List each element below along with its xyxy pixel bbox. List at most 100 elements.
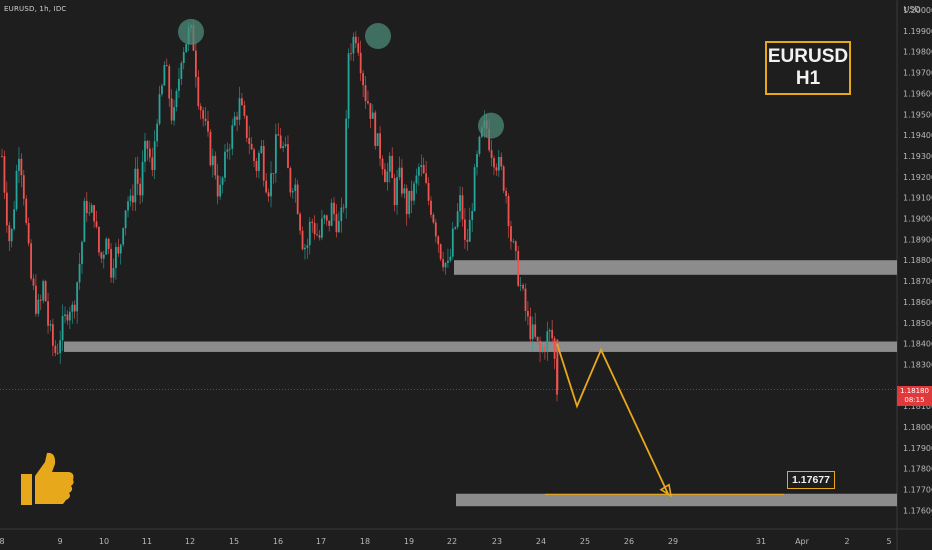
candle-body [39,299,42,301]
zone-band [454,260,897,275]
candle-body [224,151,226,178]
candlesticks [1,20,559,402]
price-tick-label: 1.18600 [903,298,932,307]
candle-body [272,173,275,175]
target-price-label: 1.17677 [787,471,835,489]
candle-body [98,226,100,253]
candle-body [175,90,178,108]
candle-body [342,207,345,209]
candle-body [257,152,260,171]
candle-body [51,324,54,346]
candle-body [524,288,527,312]
candle-body [211,155,214,166]
candle-body [37,299,40,314]
candle-body [95,221,98,227]
countdown-timer: 08:15 [904,396,925,404]
symbol-label: EURUSD, 1h, IDC [4,5,67,13]
candle-body [408,190,411,215]
candle-body [321,218,323,238]
candle-body [306,245,309,248]
candle-body [158,94,161,124]
price-axis-currency: USD [903,5,920,14]
candle-body [551,329,554,339]
candle-body [461,195,464,220]
candle-body [221,177,224,185]
zone-band [456,493,897,507]
candle-body [100,252,103,259]
candle-body [531,324,534,340]
candle-body [384,169,386,183]
price-tick-label: 1.18000 [903,423,932,432]
candle-body [20,158,23,176]
candle-body [173,107,175,121]
candle-body [340,207,343,222]
candle-body [466,239,469,242]
candle-body [371,112,374,119]
candle-body [381,158,384,170]
time-tick-label: 29 [668,537,678,546]
price-tick-label: 1.19700 [903,69,932,78]
candle-body [347,53,350,119]
candle-body [78,263,81,283]
price-tick-label: 1.18300 [903,360,932,369]
candle-body [454,227,457,229]
candle-body [427,182,430,201]
price-tick-label: 1.18500 [903,319,932,328]
candle-body [10,228,13,242]
zone-band [64,341,897,352]
candle-body [410,190,413,201]
candle-body [233,116,236,126]
time-tick-label: 5 [886,537,891,546]
candle-body [444,262,447,268]
candle-body [291,191,294,193]
candle-body [202,110,205,119]
candle-body [253,149,255,162]
time-tick-label: 19 [404,537,414,546]
candle-body [76,282,79,312]
candle-body [529,316,532,340]
candle-body [473,167,476,211]
candle-body [238,98,241,120]
candle-body [139,183,142,196]
candle-body [262,146,265,181]
price-tick-label: 1.19800 [903,48,932,57]
candle-body [510,226,512,242]
candle-body [478,136,481,154]
candle-body [502,166,505,191]
candle-body [105,238,108,255]
thumbs-up-icon [21,452,74,505]
candle-body [219,184,222,197]
candle-body [495,167,498,171]
candle-body [236,116,238,120]
candle-body [5,192,8,226]
candle-body [148,148,151,158]
candle-body [122,228,125,245]
candle-body [476,153,478,168]
candle-body [110,248,112,278]
candle-body [553,338,556,359]
candle-body [296,184,299,214]
candle-body [194,50,197,77]
candle-body [216,175,219,197]
candle-body [357,43,360,53]
candle-body [282,146,285,149]
candle-body [81,241,83,264]
candle-body [439,244,442,260]
candle-body [260,146,263,153]
candle-body [117,246,120,254]
peak-markers [178,18,504,139]
candle-body [151,157,154,170]
candle-body [505,190,508,197]
candle-body [59,340,62,354]
candle-body [185,44,188,53]
candle-body [415,175,418,184]
time-tick-label: 9 [57,537,62,546]
candle-body [422,165,425,174]
candle-body [364,85,367,102]
candle-body [209,131,212,166]
candle-body [299,213,302,231]
candle-body [449,256,452,261]
candle-body [119,244,122,254]
